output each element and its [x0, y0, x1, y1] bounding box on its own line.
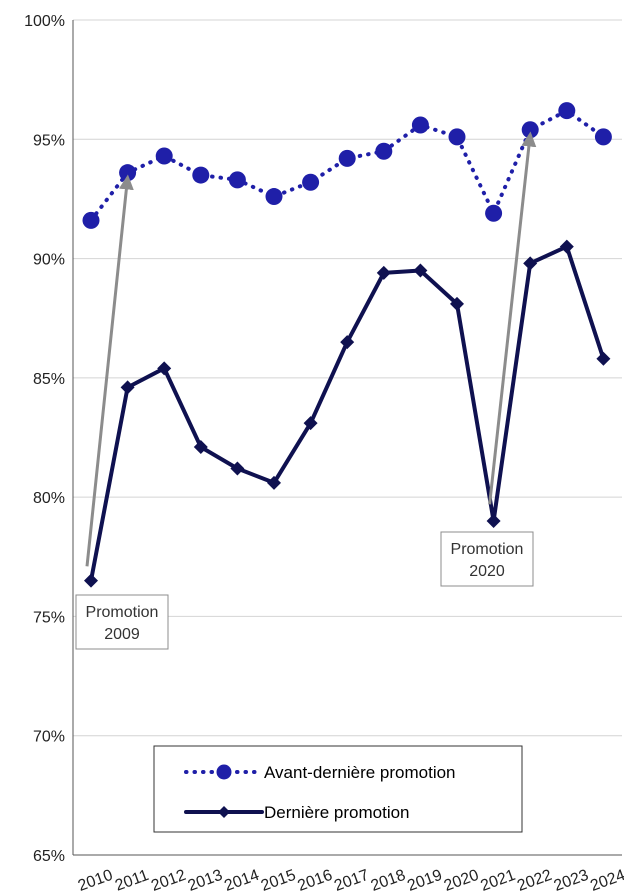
data-point — [413, 263, 428, 278]
data-point — [596, 351, 611, 366]
data-point — [155, 147, 173, 165]
y-tick-label: 70% — [33, 729, 65, 746]
legend-marker — [218, 806, 230, 818]
annotation-label: 2009 — [104, 626, 140, 643]
annotations: Promotion 2009 Promotion 2020 — [75, 131, 537, 650]
data-point — [192, 166, 210, 184]
y-tick-label: 75% — [33, 609, 65, 626]
data-point — [376, 265, 391, 280]
data-point — [375, 142, 393, 160]
x-tick-label: 2015 — [259, 867, 298, 895]
data-point — [485, 204, 503, 222]
data-point — [486, 514, 501, 528]
y-tick-label: 85% — [33, 371, 65, 388]
data-point — [157, 361, 172, 376]
data-point — [411, 116, 429, 134]
x-tick-label: 2023 — [552, 867, 591, 895]
x-tick-label: 2016 — [295, 867, 334, 895]
data-point — [267, 475, 281, 490]
data-point — [230, 461, 245, 476]
annotation-box — [440, 531, 534, 587]
x-tick-label: 2014 — [222, 867, 261, 895]
data-point — [84, 573, 98, 588]
data-point — [120, 380, 135, 395]
annotation-arrow — [488, 131, 537, 505]
data-point — [228, 171, 246, 189]
legend-label: Dernière promotion — [264, 803, 410, 822]
x-tick-label: 2011 — [113, 867, 151, 895]
series-line-avant-derniere — [89, 108, 606, 223]
data-point — [448, 128, 466, 146]
legend-label: Avant-dernière promotion — [264, 763, 456, 782]
legend: Avant-dernière promotion Dernière promoti… — [153, 745, 523, 833]
annotation-label: 2020 — [469, 563, 505, 580]
y-tick-label: 95% — [33, 132, 65, 149]
y-tick-label: 65% — [33, 848, 65, 865]
data-point — [82, 211, 100, 229]
data-point — [523, 256, 538, 271]
x-tick-label: 2021 — [478, 867, 517, 895]
x-tick-label: 2019 — [405, 867, 444, 895]
data-point — [558, 102, 576, 120]
legend-marker — [216, 764, 232, 780]
data-point — [193, 440, 208, 455]
annotation-box — [75, 594, 169, 650]
y-tick-label: 80% — [33, 490, 65, 507]
x-tick-label: 2022 — [515, 867, 554, 895]
x-tick-label: 2018 — [369, 867, 408, 895]
data-point — [450, 296, 464, 311]
y-tick-label: 100% — [24, 13, 65, 30]
x-tick-label: 2017 — [332, 867, 371, 895]
x-tick-label: 2020 — [442, 867, 481, 895]
data-point — [594, 128, 612, 146]
data-point — [265, 188, 283, 206]
data-point — [338, 149, 356, 167]
series-line-derniere — [89, 244, 606, 583]
annotation-label: Promotion — [86, 604, 159, 621]
data-point — [302, 173, 320, 191]
legend-box — [153, 745, 523, 833]
x-tick-label: 2012 — [149, 867, 188, 895]
data-point — [303, 416, 318, 431]
x-tick-label: 2024 — [588, 867, 624, 895]
data-point — [559, 239, 574, 254]
annotation-label: Promotion — [451, 541, 524, 558]
series — [82, 102, 612, 588]
y-tick-label: 90% — [33, 252, 65, 269]
x-tick-label: 2013 — [186, 867, 225, 895]
data-point — [340, 335, 355, 350]
annotation-arrow — [85, 174, 134, 567]
x-tick-label: 2010 — [76, 867, 115, 895]
